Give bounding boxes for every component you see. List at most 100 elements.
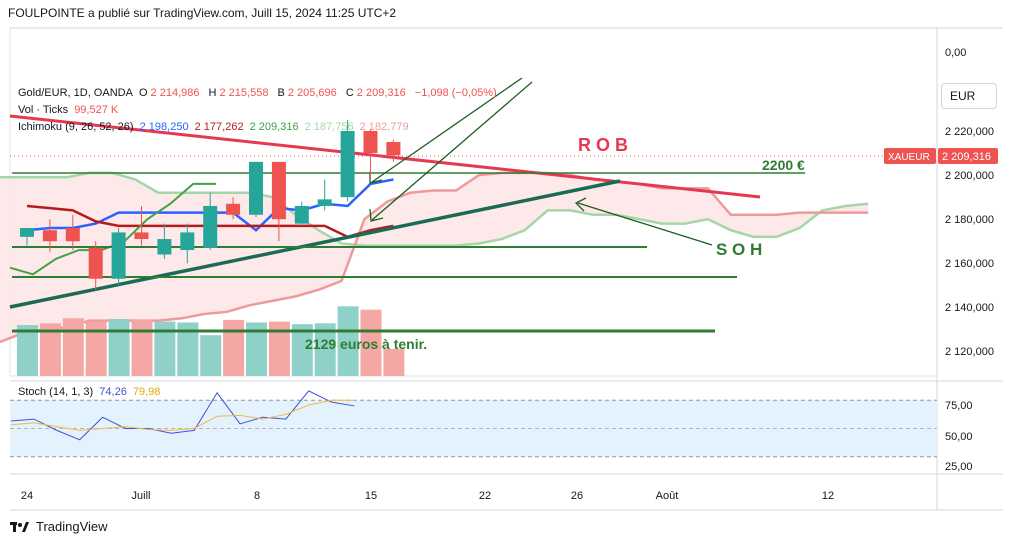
stoch-k-line xyxy=(10,390,355,441)
time-tick-label: 8 xyxy=(254,490,260,502)
volume-bar xyxy=(223,319,245,376)
resistance-trendline xyxy=(9,114,761,199)
price-tick-label: 2 120,000 xyxy=(945,346,994,358)
volume-bars xyxy=(17,306,405,376)
tradingview-brand: TradingView xyxy=(36,519,108,534)
symbol-label: Gold/EUR, 1D, OANDA xyxy=(18,87,133,99)
candle-body xyxy=(157,239,172,255)
change-value: −1,098 (−0,05%) xyxy=(414,87,497,99)
volume-bar xyxy=(131,319,153,376)
high-label: H xyxy=(208,87,217,99)
candle-body xyxy=(203,205,218,248)
close-value: 2 209,316 xyxy=(356,87,406,99)
symbol-tag: XAUEUR xyxy=(888,152,930,163)
time-tick-label: 15 xyxy=(365,490,377,502)
arrow-head-2 xyxy=(369,208,384,222)
volume-bar xyxy=(108,319,130,376)
volume-legend: Vol · Ticks 99,527 K xyxy=(18,104,121,116)
stochastic-pane: 75,00 50,00 25,00 xyxy=(10,390,973,473)
price-tick-label: 0,00 xyxy=(945,47,966,59)
stoch-d-line xyxy=(10,399,355,431)
ichimoku-span-a-value: 2 187,756 xyxy=(304,121,354,133)
open-value: 2 214,986 xyxy=(150,87,200,99)
candle-body xyxy=(88,247,103,279)
level-2129-label: 2129 euros à tenir. xyxy=(305,336,427,352)
rob-label: R O B xyxy=(578,135,628,155)
axes: 0,00 2 220,000 2 200,000 2 180,000 2 160,000… xyxy=(21,47,994,502)
ichimoku-span-b-value: 2 182,779 xyxy=(359,121,409,133)
candle-body xyxy=(111,232,126,279)
low-value: 2 205,696 xyxy=(287,87,337,99)
candle-body xyxy=(42,230,57,242)
arrow-line-3 xyxy=(577,202,713,246)
candle-body xyxy=(249,161,263,215)
volume-bar xyxy=(383,348,405,376)
candle-body xyxy=(65,228,80,242)
price-tick-label: 2 160,000 xyxy=(945,258,994,270)
price-tick-label: 2 180,000 xyxy=(945,214,994,226)
volume-bar xyxy=(85,321,107,376)
stoch-d-value: 79,98 xyxy=(132,386,161,398)
time-tick-label: Août xyxy=(656,490,679,502)
user-drawings xyxy=(9,77,937,333)
volume-bar xyxy=(39,323,61,376)
candles xyxy=(20,119,401,290)
tradingview-footer[interactable]: TradingView xyxy=(10,519,108,534)
volume-label: Vol · Ticks xyxy=(18,104,69,116)
volume-bar xyxy=(62,318,84,376)
price-tick-label: 2 140,000 xyxy=(945,302,994,314)
candle-body xyxy=(271,161,286,220)
span-a-line xyxy=(0,171,869,247)
ichimoku-kijun-value: 2 177,262 xyxy=(194,121,244,133)
arrow-line-1 xyxy=(371,77,523,183)
support-trendline xyxy=(9,179,621,309)
time-tick-label: Juill xyxy=(132,490,151,502)
ichimoku-tenkan-value: 2 198,250 xyxy=(139,121,189,133)
volume-bar xyxy=(17,325,38,376)
time-tick-label: 24 xyxy=(21,490,33,502)
close-label: C xyxy=(345,87,354,99)
time-tick-label: 22 xyxy=(479,490,491,502)
arrow-head-3 xyxy=(574,197,587,212)
stoch-tick-label: 50,00 xyxy=(945,431,973,443)
stoch-tick-label: 25,00 xyxy=(945,461,973,473)
ichimoku-chikou-value: 2 209,316 xyxy=(249,121,299,133)
candle-body xyxy=(363,131,378,154)
volume-bar xyxy=(177,322,199,376)
tradingview-logo-icon xyxy=(10,520,30,534)
volume-bar xyxy=(268,321,290,376)
soh-label: S O H xyxy=(716,240,762,259)
candle-body xyxy=(340,131,355,198)
candle-body xyxy=(294,205,309,224)
publisher-header: FOULPOINTE a publié sur TradingView.com,… xyxy=(8,6,397,20)
candle-body xyxy=(134,232,149,240)
stoch-tick-label: 75,00 xyxy=(945,400,973,412)
time-tick-label: 26 xyxy=(571,490,583,502)
volume-bar xyxy=(291,324,313,376)
stoch-label: Stoch (14, 1, 3) xyxy=(18,386,94,398)
currency-button[interactable]: EUR xyxy=(941,83,997,109)
candle-body xyxy=(226,203,241,215)
candle-body xyxy=(317,199,332,206)
candle-body xyxy=(180,232,195,251)
time-tick-label: 12 xyxy=(822,490,834,502)
volume-bar xyxy=(200,335,222,376)
volume-bar xyxy=(360,309,382,376)
candle-body xyxy=(20,228,34,237)
low-label: B xyxy=(277,87,285,99)
volume-bar xyxy=(246,322,267,376)
grid xyxy=(9,27,1003,511)
stoch-legend: Stoch (14, 1, 3) 74,26 79,98 xyxy=(18,386,163,398)
high-value: 2 215,558 xyxy=(219,87,269,99)
level-2200-label: 2200 € xyxy=(762,157,805,173)
candle-body xyxy=(386,142,401,156)
ichimoku-label: Ichimoku (9, 26, 52, 26) xyxy=(18,121,134,133)
volume-bar xyxy=(337,306,359,376)
price-tick-label: 2 200,000 xyxy=(945,170,994,182)
ichimoku-legend: Ichimoku (9, 26, 52, 26) 2 198,250 2 177… xyxy=(18,121,412,133)
price-tag-bg xyxy=(938,148,998,164)
symbol-tag-bg xyxy=(884,148,936,164)
